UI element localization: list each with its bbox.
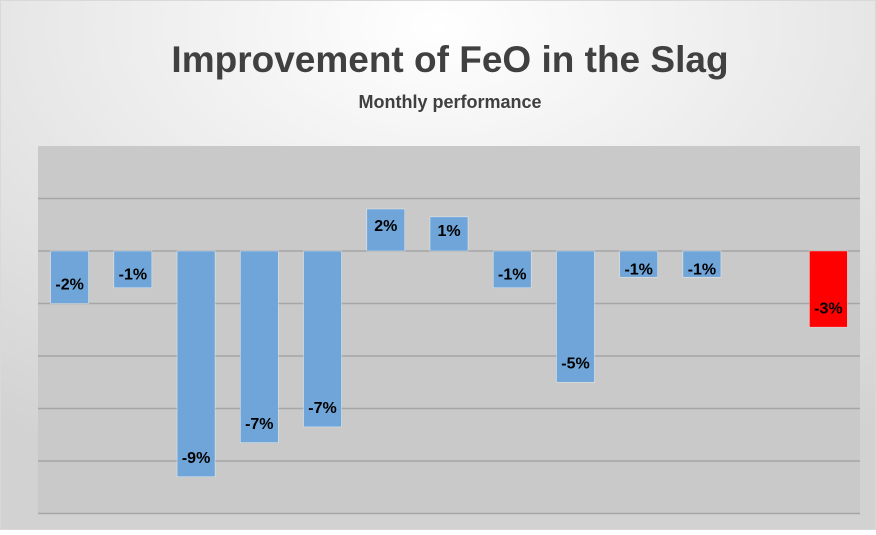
data-label: -7% [308,400,336,417]
data-label: -5% [561,355,589,372]
bar [429,216,469,252]
data-label: -2% [55,277,83,294]
bar [556,250,595,383]
bar [492,250,532,289]
plot-area [38,146,860,514]
data-label: 2% [374,218,397,235]
chart-title: Improvement of FeO in the Slag [171,39,728,80]
bar [809,250,848,328]
bar [682,250,722,278]
data-label: -7% [245,416,273,433]
bar [113,250,153,289]
bar [240,250,279,443]
data-label: -3% [814,300,842,317]
chart-subtitle: Monthly performance [358,92,541,112]
data-label: -1% [688,261,716,278]
bar [366,208,406,252]
bar [176,250,216,478]
data-label: -1% [624,261,652,278]
bar [303,250,342,428]
data-label: -9% [182,450,210,467]
data-label: -1% [119,267,147,284]
bar [619,250,658,278]
data-label: 1% [437,223,460,240]
data-label: -1% [498,267,526,284]
bar [50,250,89,304]
